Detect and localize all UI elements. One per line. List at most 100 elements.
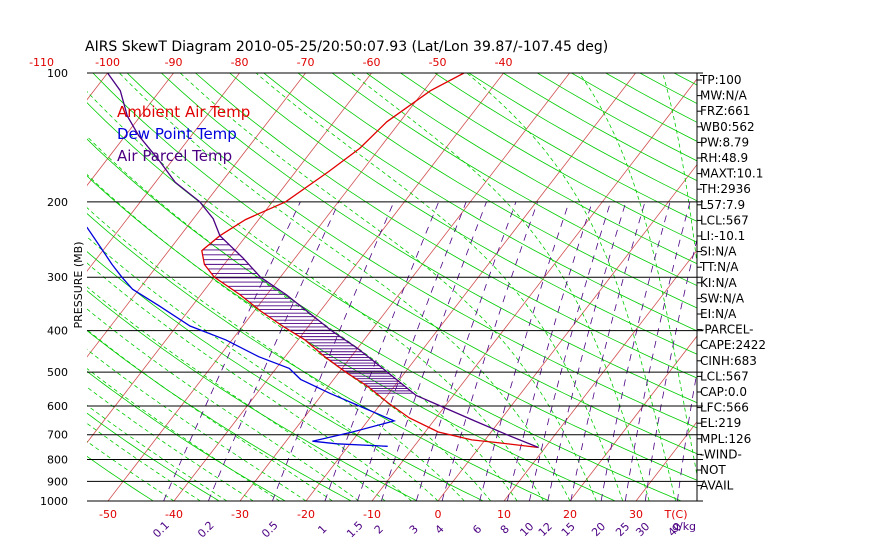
moist-adiabat-line	[87, 308, 360, 501]
pressure-tick-label: 100	[47, 67, 68, 80]
chart-title: AIRS SkewT Diagram 2010-05-25/20:50:07.9…	[85, 39, 608, 55]
dry-adiabat-line	[639, 73, 697, 105]
dry-adiabat-line	[331, 73, 697, 287]
mixing-ratio-tick-label: 25	[613, 520, 632, 539]
moist-adiabat-line	[466, 73, 676, 501]
stability-index-label: PW:8.79	[700, 135, 749, 149]
stability-index-label: KI:N/A	[700, 276, 737, 290]
mixing-ratio-line	[357, 201, 467, 501]
stability-index-label: CAP:0.0	[700, 385, 747, 399]
moist-adiabat-line	[662, 73, 697, 267]
cape-hatching	[202, 239, 414, 394]
isotherm-line	[635, 421, 697, 501]
dry-adiabat-line	[87, 213, 550, 501]
isotherm-line	[87, 73, 174, 187]
stability-index-label: L57:7.9	[700, 198, 745, 212]
top-temperature-tick-label: -100	[95, 56, 120, 69]
top-temperature-tick-label: -40	[495, 56, 513, 69]
moist-adiabat-line	[87, 207, 465, 501]
moist-adiabat-line	[351, 73, 650, 501]
mixing-ratio-tick-label: 12	[536, 520, 555, 539]
isotherm-line	[87, 73, 306, 358]
pressure-tick-label: 600	[47, 400, 68, 413]
mixing-ratio-tick-label: 2	[372, 522, 386, 536]
top-temperature-tick-label: -110	[29, 56, 54, 69]
stability-index-label: SI:N/A	[700, 245, 737, 259]
isotherm-line	[768, 73, 870, 501]
bottom-temperature-tick-label: 10	[497, 508, 511, 521]
dry-adiabat-line	[87, 251, 484, 501]
isotherm-line	[239, 73, 570, 501]
legend-item-parcel: Air Parcel Temp	[117, 147, 232, 165]
dry-adiabat-line	[195, 73, 697, 379]
stability-index-label: TT:N/A	[699, 260, 739, 274]
dry-adiabat-line	[263, 73, 697, 332]
stability-index-label: EL:219	[700, 416, 741, 430]
dry-adiabat-line	[297, 73, 697, 309]
dry-adiabat-line	[87, 412, 220, 501]
moist-adiabat-line	[87, 262, 412, 501]
mixing-ratio-line	[600, 201, 671, 501]
stability-index-label: MPL:126	[700, 432, 751, 446]
legend-item-ambient: Ambient Air Temp	[117, 103, 250, 121]
dry-adiabat-line	[87, 290, 418, 501]
dry-adiabat-line	[366, 73, 697, 265]
moist-adiabat-line	[179, 73, 597, 501]
profile-lines	[87, 73, 539, 449]
mixing-ratio-line	[441, 201, 538, 501]
mixing-ratio-line	[163, 201, 301, 501]
pressure-tick-label: 700	[47, 429, 68, 442]
parcel-profile-line	[107, 73, 539, 449]
stability-index-label: -PARCEL-	[700, 323, 754, 337]
isotherm-line	[173, 73, 504, 501]
bottom-temperature-tick-label: -20	[297, 508, 315, 521]
stability-index-label: MW:N/A	[700, 89, 748, 103]
stability-index-label: TP:100	[699, 73, 742, 87]
mixing-ratio-tick-label: 15	[559, 520, 578, 539]
top-temperature-tick-label: -90	[165, 56, 183, 69]
stability-index-label: AVAIL	[700, 479, 734, 493]
stability-index-label: EI:N/A	[700, 307, 737, 321]
top-temperature-tick-label: -60	[363, 56, 381, 69]
mixing-ratio-tick-label: 10	[517, 520, 536, 539]
mixing-ratio-tick-label: 4	[433, 522, 447, 536]
mixing-ratio-line	[381, 201, 487, 501]
stability-index-label: LFC:566	[700, 401, 749, 415]
moist-adiabat-line	[255, 73, 624, 501]
mixing-ratio-line	[324, 201, 440, 501]
moist-adiabat-line	[87, 386, 254, 501]
bottom-temperature-tick-label: 0	[435, 508, 442, 521]
top-temperature-tick-label: -70	[297, 56, 315, 69]
mixing-ratio-tick-label: 3	[407, 522, 421, 536]
mixing-ratio-tick-label: 8	[498, 522, 512, 536]
dry-adiabat-line	[742, 73, 870, 501]
moist-adiabat-line	[87, 348, 307, 501]
legend-item-dewpoint: Dew Point Temp	[117, 125, 237, 143]
isotherm-line	[371, 78, 697, 501]
stability-index-label: LCL:567	[700, 369, 749, 383]
bottom-temperature-tick-label: 30	[629, 508, 643, 521]
isotherm-line	[87, 73, 240, 272]
pressure-tick-label: 200	[47, 196, 68, 209]
stability-index-label: TH:2936	[699, 182, 751, 196]
stability-index-label: SW:N/A	[700, 291, 745, 305]
bottom-temperature-tick-label: -50	[99, 508, 117, 521]
bottom-temperature-tick-label: -30	[231, 508, 249, 521]
mixing-ratio-unit-label: g/kg	[672, 520, 696, 533]
mixing-ratio-line	[272, 201, 395, 501]
mixing-ratio-line	[415, 201, 517, 501]
top-temperature-tick-label: -80	[231, 56, 249, 69]
moist-adiabat-line	[87, 368, 280, 501]
stability-index-label: RH:48.9	[700, 151, 748, 165]
mixing-ratio-tick-label: 1.5	[344, 519, 366, 541]
pressure-tick-label: 500	[47, 366, 68, 379]
moist-adiabat-line	[87, 286, 386, 501]
isotherm-line	[834, 73, 870, 501]
background-grid	[87, 73, 870, 501]
moist-adiabat-line	[87, 173, 492, 501]
moist-adiabat-line	[578, 73, 697, 477]
stability-index-label: -WIND-	[700, 447, 742, 461]
top-temperature-tick-label: -50	[429, 56, 447, 69]
pressure-tick-label: 900	[47, 475, 68, 488]
pressure-tick-label: 300	[47, 271, 68, 284]
